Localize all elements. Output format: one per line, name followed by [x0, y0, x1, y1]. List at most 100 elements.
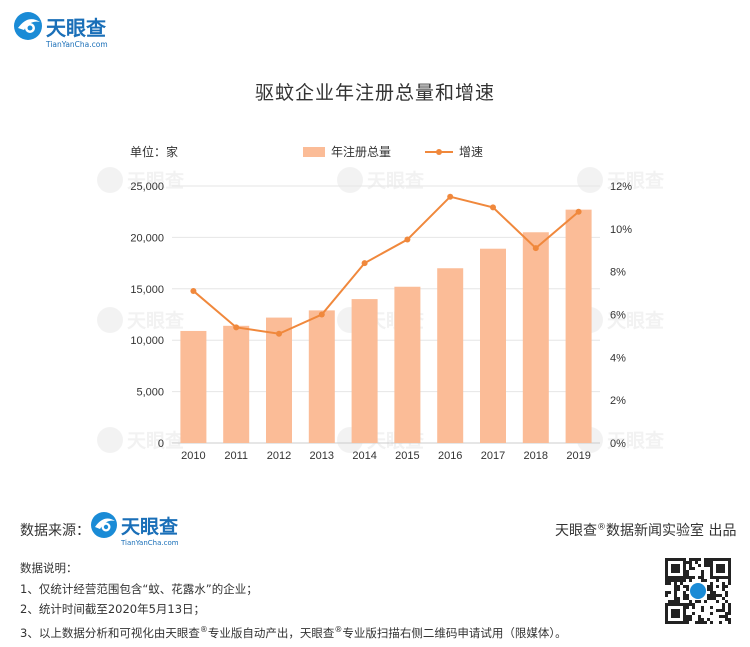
qr-module [698, 600, 701, 603]
bar [565, 209, 592, 443]
qr-module [689, 561, 692, 564]
qr-module [689, 564, 692, 567]
bar [437, 268, 464, 443]
watermark-logo: 天眼查 [337, 167, 425, 193]
x-tick-label: 2011 [224, 450, 248, 462]
svg-text:天眼查: 天眼查 [127, 309, 185, 332]
qr-module [686, 588, 689, 591]
qr-center-logo-icon [690, 583, 706, 599]
source-logo-domain: TianYanCha.com [120, 539, 179, 547]
y-left-tick-label: 0 [158, 438, 164, 450]
qr-module [719, 615, 722, 618]
note-3-part-c: 专业版扫描右侧二维码申请试用（限媒体）。 [342, 625, 567, 640]
qr-module [689, 600, 692, 603]
x-tick-label: 2018 [524, 450, 548, 462]
bar [351, 299, 378, 443]
y-left-tick-label: 20,000 [130, 232, 164, 244]
qr-module [686, 585, 689, 588]
qr-module [665, 579, 668, 582]
qr-module [722, 606, 725, 609]
qr-module [701, 576, 704, 579]
qr-module [704, 558, 707, 561]
growth-point [490, 204, 496, 211]
note-3-reg-2: ® [334, 624, 343, 634]
bar [266, 317, 292, 443]
qr-module [725, 612, 728, 615]
svg-text:天眼查: 天眼查 [607, 169, 665, 192]
qr-module [725, 591, 728, 594]
qr-module [671, 564, 680, 573]
qr-module [677, 579, 680, 582]
qr-module [716, 579, 719, 582]
qr-module [686, 621, 689, 624]
qr-module [689, 558, 692, 561]
svg-text:天眼查: 天眼查 [367, 169, 425, 192]
qr-module [710, 582, 713, 585]
qr-module [728, 582, 731, 585]
qr-module [725, 615, 728, 618]
qr-module [719, 609, 722, 612]
qr-module [665, 591, 668, 594]
qr-module [686, 615, 689, 618]
qr-module [692, 576, 695, 579]
bar [308, 310, 335, 443]
chart-legend: 年注册总量 增速 [303, 143, 483, 160]
qr-module [692, 603, 695, 606]
qr-module [668, 579, 671, 582]
qr-module [722, 615, 725, 618]
svg-text:天眼查: 天眼查 [607, 309, 665, 332]
y-right-tick-label: 2% [610, 395, 626, 407]
y-left-tick-label: 15,000 [130, 284, 164, 296]
qr-module [707, 594, 710, 597]
qr-module [686, 618, 689, 621]
note-2: 2、统计时间截至2020年5月13日； [20, 602, 206, 616]
qr-module [701, 579, 704, 582]
note-3-reg-1: ® [199, 624, 208, 634]
qr-module [704, 600, 707, 603]
qr-module [686, 594, 689, 597]
qr-module [713, 597, 716, 600]
source-label: 数据来源： [20, 523, 90, 539]
qr-module [671, 609, 680, 618]
x-tick-label: 2016 [438, 450, 462, 462]
y-left-tick-label: 10,000 [130, 335, 164, 347]
watermark-logo: 天眼查 [97, 427, 185, 453]
qr-module [728, 621, 731, 624]
qr-module [701, 621, 704, 624]
bar [223, 325, 250, 443]
qr-module [704, 564, 707, 567]
qr-module [701, 570, 704, 573]
qr-module [668, 591, 671, 594]
qr-module [707, 618, 710, 621]
qr-module [707, 597, 710, 600]
qr-module [716, 594, 719, 597]
x-tick-label: 2015 [395, 450, 419, 462]
qr-module [707, 558, 710, 561]
qr-module [668, 582, 671, 585]
qr-module [722, 588, 725, 591]
qr-module [698, 576, 701, 579]
qr-module [686, 597, 689, 600]
growth-point [318, 311, 325, 318]
growth-line [192, 195, 580, 335]
qr-module [722, 597, 725, 600]
qr-module [695, 561, 698, 564]
qr-module [674, 597, 677, 600]
svg-text:天眼查: 天眼查 [127, 169, 185, 192]
y-right-tick-label: 8% [610, 267, 626, 279]
qr-module [716, 585, 719, 588]
qr-code[interactable] [665, 558, 731, 624]
growth-point [404, 236, 411, 243]
brand-logo-domain: TianYanCha.com [45, 40, 108, 49]
qr-module [707, 588, 710, 591]
qr-module [674, 582, 677, 585]
y-right-tick-label: 12% [610, 181, 632, 193]
y-left-tick-label: 25,000 [130, 181, 164, 193]
qr-module [701, 573, 704, 576]
qr-module [701, 609, 704, 612]
qr-module [716, 564, 725, 573]
credit-reg: ® [597, 522, 606, 533]
qr-module [674, 594, 677, 597]
qr-module [686, 576, 689, 579]
growth-point [233, 324, 240, 331]
